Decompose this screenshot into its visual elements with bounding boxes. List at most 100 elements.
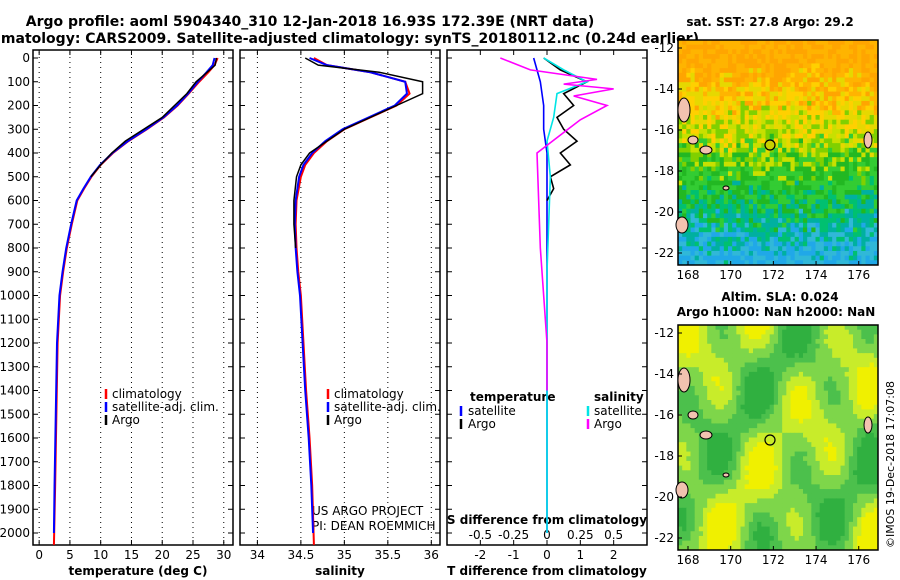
- sst-map-cell: [853, 143, 858, 149]
- sla-map-cell: [732, 535, 737, 542]
- sla-map-cell: [811, 414, 816, 420]
- sst-map-cell: [773, 175, 779, 182]
- sla-map-cell: [819, 334, 825, 340]
- sla-map-cell: [840, 470, 846, 476]
- sla-map-cell: [703, 456, 708, 462]
- sst-map-cell: [778, 119, 783, 125]
- sla-map-cell: [832, 381, 837, 387]
- sla-map-cell: [844, 362, 850, 368]
- sla-map-cell: [869, 362, 875, 368]
- sla-map-cell: [840, 423, 846, 429]
- sla-map-cell: [694, 540, 700, 546]
- sla-map-cell: [715, 512, 721, 518]
- sla-map-cell: [711, 343, 716, 349]
- sla-map-cell: [761, 339, 766, 345]
- sla-map-cell: [832, 362, 837, 368]
- sla-map-cell: [782, 404, 787, 410]
- sla-map-cell: [873, 498, 879, 504]
- sst-map-cell: [744, 58, 750, 64]
- sst-map-cell: [819, 166, 825, 172]
- sst-map-cell: [694, 105, 700, 111]
- sst-map-cell: [723, 68, 729, 74]
- sla-map-cell: [819, 404, 825, 410]
- sst-map-cell: [811, 133, 816, 139]
- sst-map-cell: [840, 77, 846, 83]
- sla-map-cell: [682, 339, 687, 345]
- sla-map-cell: [848, 507, 854, 513]
- sst-map-cell: [707, 190, 712, 196]
- sla-map-cell: [690, 325, 696, 331]
- sst-map-cell: [815, 133, 821, 139]
- sst-map-cell: [707, 58, 712, 64]
- sla-map-cell: [840, 442, 846, 448]
- sla-map-cell: [782, 339, 787, 345]
- sst-map-cell: [778, 49, 783, 55]
- sst-map-cell: [865, 241, 871, 247]
- sst-map-cell: [678, 213, 683, 219]
- sla-map-frame: [677, 324, 879, 551]
- sst-map-cell: [711, 138, 716, 144]
- sst-map-cell: [723, 255, 729, 261]
- sst-map-cell: [773, 166, 779, 172]
- sla-map-cell: [703, 385, 708, 392]
- sst-map-cell: [757, 82, 762, 88]
- sst-map-cell: [819, 246, 825, 252]
- sst-map-cell: [828, 218, 833, 224]
- sst-map-cell: [686, 171, 691, 177]
- sla-map-cell: [861, 409, 866, 415]
- depth-tick-label: 100: [7, 75, 30, 89]
- sla-map-cell: [798, 446, 804, 452]
- sst-map-cell: [728, 147, 733, 153]
- sst-map-cell: [728, 208, 733, 214]
- sla-map-cell: [694, 334, 700, 340]
- sst-map-cell: [757, 204, 762, 210]
- sst-map-cell: [761, 58, 766, 64]
- sst-map-cell: [778, 63, 783, 69]
- sla-map-cell: [703, 381, 708, 387]
- sla-map-cell: [823, 521, 829, 527]
- sst-map-cell: [765, 72, 771, 78]
- sla-map-cell: [803, 390, 808, 396]
- sst-map-cell: [748, 157, 754, 163]
- sla-map-cell: [844, 503, 850, 509]
- sla-map-cell: [757, 437, 762, 443]
- sst-lat-label: -22: [654, 246, 674, 260]
- sla-map-cell: [807, 526, 812, 532]
- sst-map-cell: [761, 222, 766, 228]
- sla-map-cell: [728, 456, 733, 462]
- temperature-legend-label: Argo: [112, 413, 140, 427]
- sla-map-cell: [698, 357, 704, 363]
- sla-map-cell: [790, 385, 796, 392]
- depth-tick-label: 1900: [0, 502, 30, 516]
- sla-map-cell: [748, 498, 754, 504]
- sst-map-cell: [765, 161, 771, 167]
- sst-map-cell: [873, 246, 879, 252]
- sla-map-cell: [807, 507, 812, 513]
- sst-map-cell: [736, 222, 741, 228]
- sst-map-cell: [694, 124, 700, 130]
- sst-map-cell: [753, 180, 758, 186]
- sst-map-cell: [815, 129, 821, 135]
- sla-map-cell: [682, 404, 687, 410]
- sst-map-cell: [753, 185, 758, 191]
- sla-map-cell: [719, 517, 725, 523]
- sst-map-cell: [811, 166, 816, 172]
- sst-map-cell: [857, 49, 862, 55]
- sla-map-cell: [682, 362, 687, 368]
- sst-map-cell: [773, 68, 779, 74]
- sst-map-cell: [682, 213, 687, 219]
- sla-map-cell: [828, 343, 833, 349]
- sst-map-cell: [711, 180, 716, 186]
- sla-map-cell: [703, 423, 708, 429]
- sst-map-cell: [761, 171, 766, 177]
- sla-map-cell: [678, 409, 683, 415]
- sst-map-cell: [798, 138, 804, 144]
- sst-map-cell: [773, 124, 779, 130]
- sla-map-cell: [857, 437, 862, 443]
- sst-map-cell: [794, 185, 800, 191]
- sst-map-cell: [711, 185, 716, 191]
- sla-map-cell: [686, 409, 691, 415]
- sla-map-cell: [698, 348, 704, 354]
- sla-map-cell: [711, 484, 716, 490]
- sla-map-cell: [769, 521, 775, 527]
